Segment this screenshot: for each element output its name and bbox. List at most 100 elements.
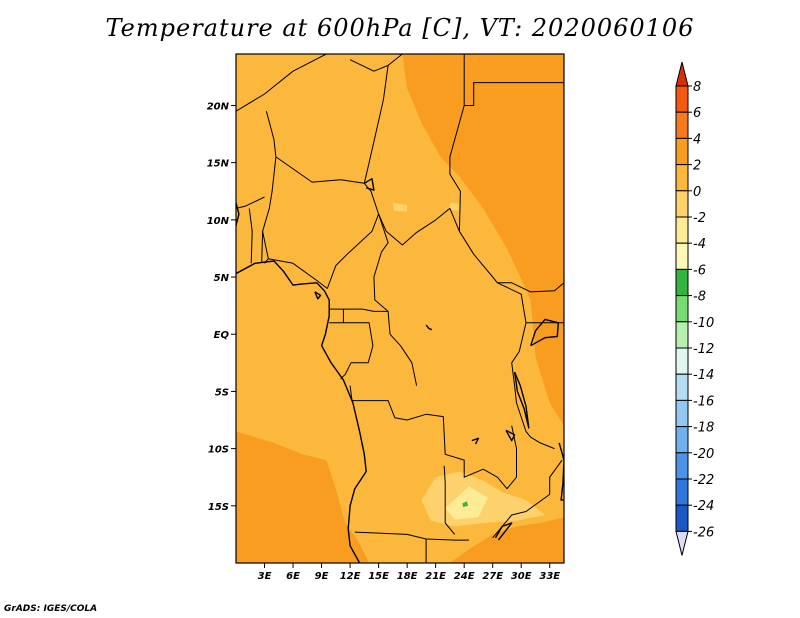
colorbar-min-triangle [675,530,689,556]
lon-tick-label: 12E [340,571,361,582]
colorbar-band [675,190,689,218]
country-border [497,282,555,450]
colorbar-label: -22 [693,473,714,488]
cool-patch-north-2 [449,202,460,211]
colorbar-band [675,242,689,270]
country-border [492,459,563,539]
coastline [513,371,530,429]
lat-tick-label: 10S [208,445,229,456]
map-axes: 3E 6E 9E 12E 15E 18E 21E 24E 27E 30E 33E 20N 15N 10N 5… [207,101,561,582]
colorbar-band [675,452,689,480]
lon-tick-label: 21E [425,571,446,582]
warm-region-east [402,54,564,426]
lat-tick-label: 15N [207,159,230,170]
coastline [425,324,433,331]
colorbar-label: -12 [693,342,714,357]
cool-patch-north [392,202,408,212]
coastline [471,437,480,445]
colorbar-label: -14 [693,368,714,383]
coastline [236,202,240,226]
colorbar-label: -10 [693,316,714,331]
warm-region-southwest [236,431,370,563]
colorbar-band [675,85,689,113]
colorbar-label: -2 [693,211,706,226]
country-border [236,54,327,112]
lon-tick-label: 6E [286,571,300,582]
coastline [530,318,559,347]
country-border [265,111,365,184]
country-border [268,182,380,289]
lon-tick-label: 9E [315,571,329,582]
colorbar-label: -20 [693,447,714,462]
coastline [494,522,513,541]
lat-tick-label: 15S [208,502,229,513]
lon-tick-label: 33E [539,571,560,582]
country-border [449,54,465,232]
colorbar-label: -26 [693,525,714,540]
colorbar-label: -6 [693,263,706,278]
colorbar-label: 6 [693,106,701,121]
lon-tick-label: 27E [482,571,503,582]
country-border [378,207,498,284]
colorbar-band [675,426,689,454]
temperature-field [236,54,564,563]
colorbar-label: 8 [693,80,701,95]
lat-tick-label: 10N [207,216,230,227]
lon-tick-label: 30E [511,571,532,582]
cold-spot-south [462,501,468,507]
coastline [363,177,375,191]
credit-label: GrADS: IGES/COLA [4,604,98,614]
country-border [329,308,344,324]
coastline [236,260,367,563]
colorbar-max-triangle [675,61,689,87]
lon-tick-label: 18E [397,571,418,582]
lat-tick-label: 20N [207,101,230,112]
country-border [236,196,265,209]
lat-tick-label: EQ [214,330,230,341]
country-border [343,308,389,312]
colorbar-band [675,111,689,139]
country-border [248,208,253,264]
colorbar-band [675,164,689,192]
coastline [314,291,322,300]
colorbar-band [675,295,689,323]
colorbar-label: 2 [693,159,701,174]
colorbar-band [675,373,689,401]
map-frame [235,53,565,564]
chart-title: Temperature at 600hPa [C], VT: 202006010… [105,14,695,42]
warm-region-southeast [449,517,564,563]
lon-tick-label: 24E [454,571,475,582]
country-border [349,54,403,72]
colorbar-band [675,268,689,297]
colorbar-label: -24 [693,499,714,514]
coastline [558,442,564,501]
country-border [443,465,456,535]
colorbar-band [675,347,689,375]
map-outlines [236,54,564,563]
coastline [505,429,516,442]
lat-tick-label: 5S [215,387,229,398]
colorbar-band [675,216,689,244]
colorbar-label: -8 [693,290,706,305]
colorbar-band [675,321,689,349]
country-border [497,282,564,293]
lat-tick-label: 5N [214,273,230,284]
colorbar-label: -18 [693,421,714,436]
country-border [464,82,564,106]
country-border [389,333,418,386]
country-border [261,156,277,263]
country-border [340,322,374,380]
colorbar-label: 0 [693,185,701,200]
colorbar-band [675,478,689,506]
colorbar-band [675,137,689,166]
colorbar-band [675,504,689,532]
colorbar-band [675,399,689,428]
country-border [363,65,389,184]
lon-tick-label: 3E [258,571,272,582]
colorbar: 8 6 4 2 0 -2 -4 -6 -8 -10 -12 -14 -16 -18 -20 -22 -24 -26 [675,61,714,556]
country-border [352,400,517,490]
colorbar-label: -4 [693,237,706,252]
lon-tick-label: 15E [368,571,389,582]
colorbar-label: -16 [693,394,714,409]
